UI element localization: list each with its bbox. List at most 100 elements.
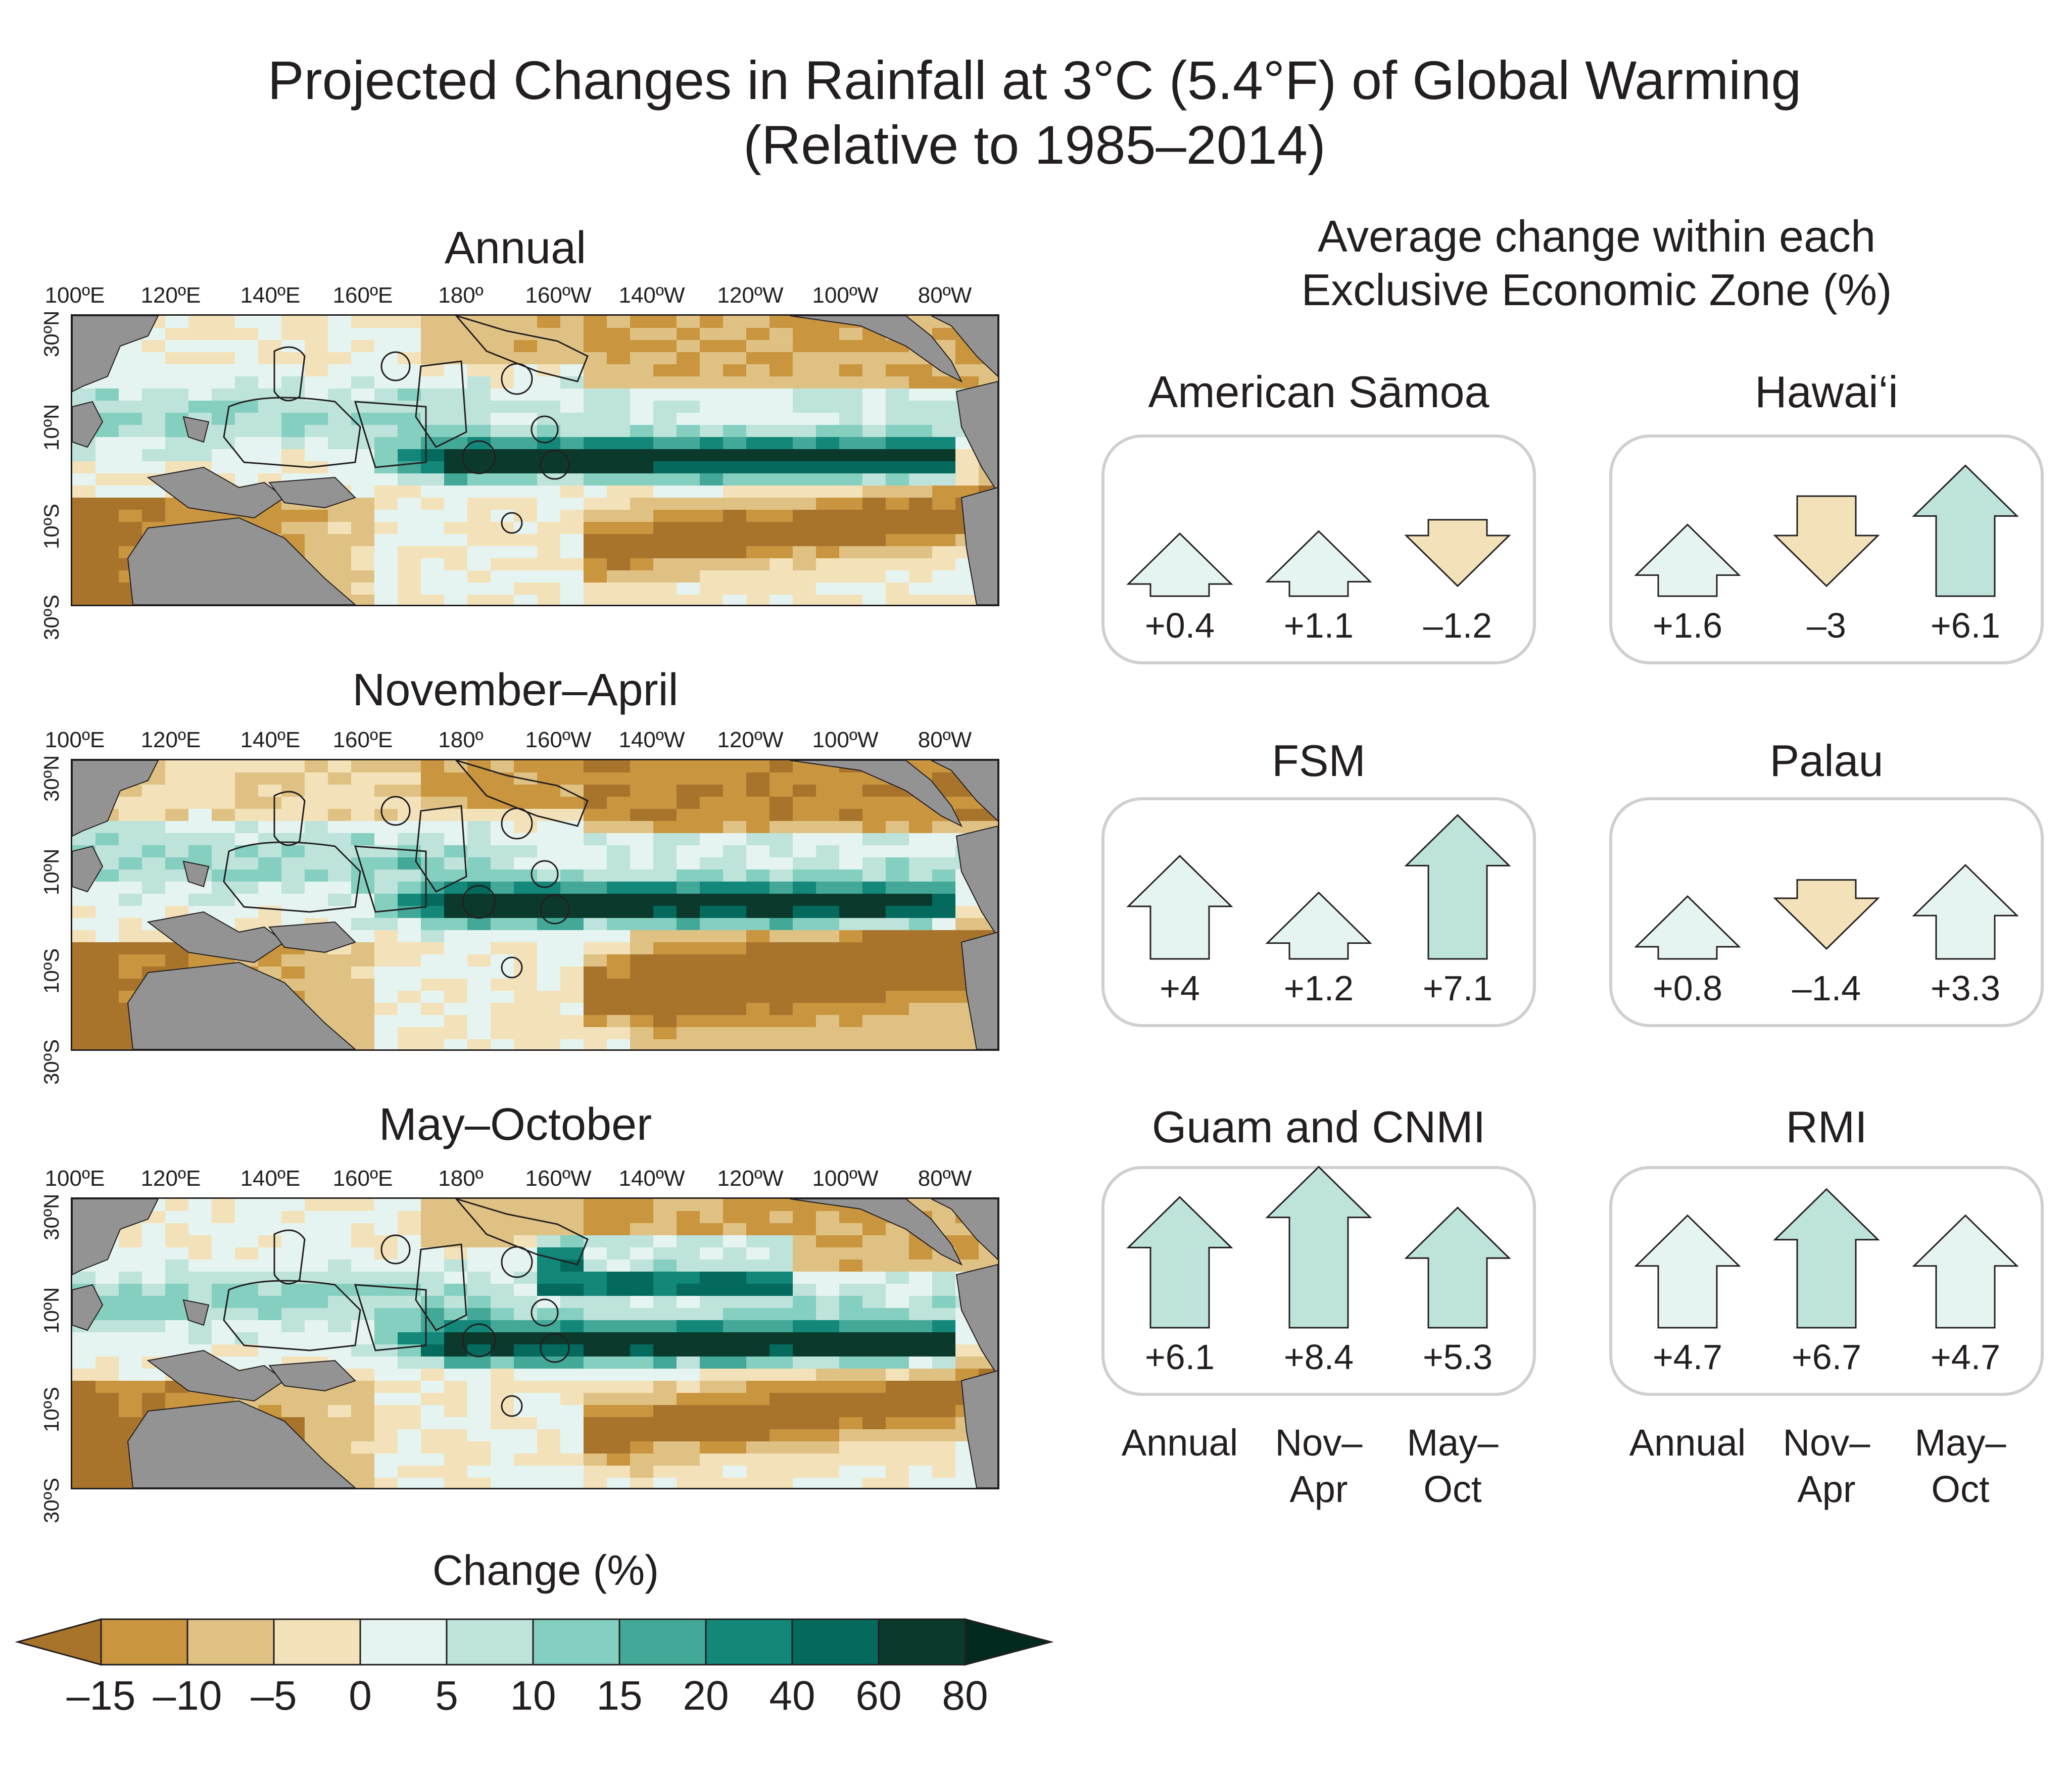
latitude-label: 30ºN [39, 755, 63, 802]
longitude-label: 180º [438, 1166, 484, 1191]
rainfall-map [71, 1197, 999, 1489]
longitude-label: 180º [438, 283, 484, 308]
eez-panel [1609, 797, 2044, 1027]
increase-arrow [1404, 1206, 1511, 1329]
season-label-line: Annual [1629, 1422, 1746, 1464]
main-title-line1: Projected Changes in Rainfall at 3°C (5.… [267, 50, 1802, 111]
eez-title-line1: Average change within each [1317, 211, 1876, 261]
eez-title: Average change within each Exclusive Eco… [1223, 210, 1970, 317]
colorbar-tick-label: 0 [349, 1673, 372, 1719]
eez-value-label: +4.7 [1930, 1337, 2001, 1377]
increase-arrow [1265, 891, 1372, 960]
colorbar-tick-label: 80 [942, 1673, 988, 1719]
season-label-line: Apr [1289, 1468, 1348, 1510]
longitude-label: 100ºW [812, 283, 879, 308]
season-label-line: Apr [1797, 1468, 1856, 1510]
colorbar-tick-label: –10 [153, 1673, 222, 1719]
season-label: May– Oct [1407, 1420, 1499, 1513]
season-label-line: Oct [1423, 1468, 1482, 1510]
colorbar-tick-label: 60 [855, 1673, 902, 1719]
colorbar-segment [532, 1618, 620, 1666]
latitude-label: 30ºS [39, 1039, 63, 1085]
season-label-line: May– [1407, 1422, 1499, 1464]
eez-arrows [1126, 814, 1511, 960]
increase-arrow [1912, 864, 2019, 960]
eez-value-label: +3.3 [1930, 968, 2001, 1008]
eez-value-label: –1.4 [1792, 968, 1861, 1008]
eez-value-label: +6.1 [1930, 606, 2001, 645]
increase-arrow [1126, 532, 1233, 597]
latitude-label: 10ºN [39, 848, 63, 895]
latitude-label: 10ºN [39, 1287, 63, 1334]
colorbar-extend-low [15, 1618, 102, 1666]
season-label: May– Oct [1915, 1420, 2006, 1513]
main-title-line2: (Relative to 1985–2014) [743, 114, 1326, 175]
eez-panel-name: Guam and CNMI [1151, 1102, 1486, 1152]
increase-arrow [1634, 1214, 1741, 1329]
colorbar-tick-label: 20 [683, 1673, 729, 1719]
colorbar-tick-label: –15 [66, 1673, 136, 1719]
eez-panel-name: American Sāmoa [1148, 367, 1489, 417]
longitude-label: 100ºE [44, 283, 105, 308]
eez-arrows [1634, 464, 2019, 597]
eez-value-label: +1.6 [1652, 606, 1723, 645]
longitude-label: 120ºE [140, 1166, 201, 1191]
eez-panel-name: FSM [1272, 736, 1366, 786]
longitude-label: 160ºE [332, 283, 393, 308]
season-label-line: May– [1914, 1422, 2006, 1464]
longitude-label: 160ºW [525, 728, 592, 752]
eez-value-label: +6.7 [1791, 1337, 1862, 1377]
map-title: Annual [444, 223, 587, 273]
map-title: November–April [352, 665, 679, 715]
eez-value-label: +8.4 [1283, 1337, 1354, 1377]
longitude-label: 160ºE [332, 728, 393, 752]
eez-panel [1101, 434, 1536, 664]
season-label: Nov– Apr [1783, 1420, 1870, 1513]
longitude-label: 80ºW [918, 283, 972, 308]
eez-value-label: +5.3 [1422, 1337, 1493, 1377]
colorbar-segment [705, 1618, 793, 1666]
longitude-label: 100ºE [44, 1166, 105, 1191]
longitude-label: 140ºW [618, 728, 685, 752]
longitude-label: 120ºE [140, 728, 201, 752]
eez-value-label: +4 [1160, 968, 1200, 1008]
longitude-label: 120ºE [140, 283, 201, 308]
eez-panel-name: RMI [1786, 1102, 1867, 1152]
colorbar-segment [618, 1618, 707, 1666]
eez-panel [1101, 797, 1536, 1027]
eez-arrows [1634, 1188, 2019, 1329]
eez-value-label: +0.4 [1144, 606, 1215, 645]
colorbar [15, 1618, 1054, 1666]
increase-arrow [1265, 1166, 1372, 1329]
increase-arrow [1634, 895, 1741, 960]
increase-arrow [1912, 1214, 2019, 1329]
longitude-label: 160ºW [525, 283, 592, 308]
colorbar-tick-label: 40 [769, 1673, 815, 1719]
latitude-label: 30ºS [39, 1477, 63, 1523]
eez-value-label: +0.8 [1652, 968, 1723, 1008]
latitude-label: 10ºS [39, 948, 63, 994]
longitude-label: 140ºE [240, 1166, 301, 1191]
eez-value-label: –3 [1807, 606, 1846, 645]
longitude-label: 100ºW [812, 1166, 879, 1191]
latitude-label: 30ºN [39, 310, 63, 357]
eez-value-label: +4.7 [1652, 1337, 1723, 1377]
colorbar-segment [273, 1618, 361, 1666]
increase-arrow [1404, 814, 1511, 960]
longitude-label: 120ºW [717, 1166, 784, 1191]
increase-arrow [1773, 1188, 1880, 1329]
longitude-label: 140ºE [240, 728, 301, 752]
season-label: Annual [1122, 1420, 1238, 1466]
eez-panel [1609, 434, 2044, 664]
eez-arrows [1634, 864, 2019, 960]
latitude-label: 10ºN [39, 404, 63, 451]
colorbar-segment [791, 1618, 880, 1666]
season-label-line: Oct [1931, 1468, 1990, 1510]
longitude-label: 100ºE [44, 728, 105, 752]
longitude-label: 120ºW [717, 728, 784, 752]
longitude-label: 80ºW [918, 728, 972, 752]
longitude-label: 140ºW [618, 1166, 685, 1191]
eez-panel-name: Palau [1769, 736, 1884, 786]
increase-arrow [1265, 530, 1372, 597]
decrease-arrow [1773, 495, 1880, 588]
